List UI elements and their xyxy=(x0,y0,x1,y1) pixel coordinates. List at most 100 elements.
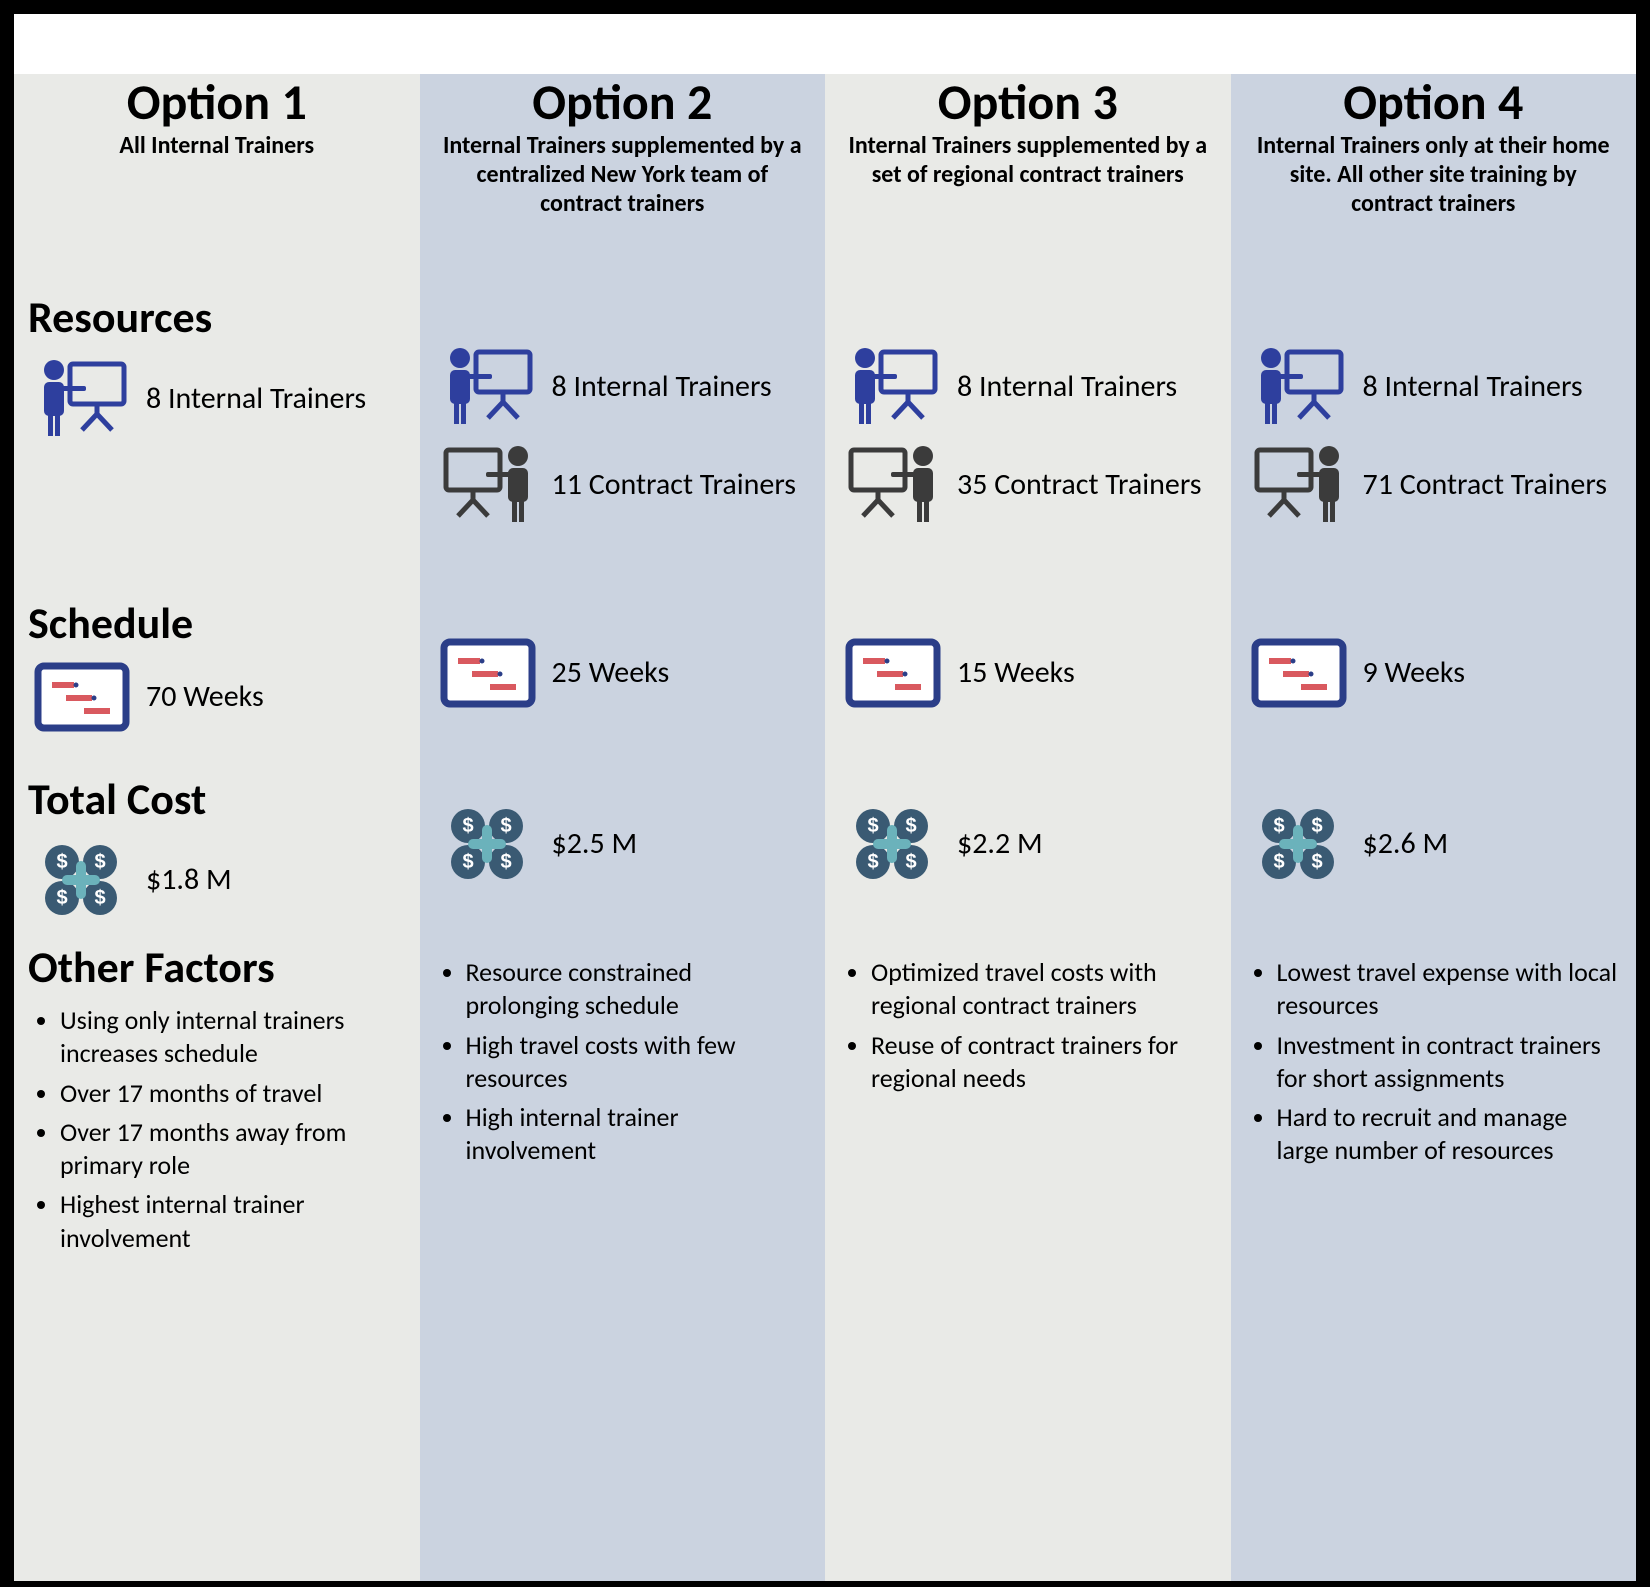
money-icon: $ $ $ $ xyxy=(1249,802,1349,886)
schedule-icon xyxy=(32,662,132,732)
factor-item: Over 17 months of travel xyxy=(60,1077,402,1110)
svg-text:$: $ xyxy=(500,815,511,837)
internal-trainer-icon xyxy=(32,356,132,442)
internal-trainer-icon xyxy=(1249,344,1349,430)
contract-trainers-row: 71 Contract Trainers xyxy=(1249,442,1619,528)
factor-item: Investment in contract trainers for shor… xyxy=(1277,1029,1619,1096)
section-label-otherfactors: Other Factors xyxy=(28,940,402,994)
factors-list: Resource constrained prolonging schedule… xyxy=(438,956,808,1174)
internal-trainers-value: 8 Internal Trainers xyxy=(957,370,1177,405)
schedule-value: 25 Weeks xyxy=(552,656,670,691)
factors-list: Optimized travel costs with regional con… xyxy=(843,956,1213,1101)
factor-item: Over 17 months away from primary role xyxy=(60,1116,402,1183)
section-label-totalcost: Total Cost xyxy=(28,772,402,826)
contract-trainer-icon xyxy=(438,442,538,528)
money-icon: $$ $$ xyxy=(32,838,132,922)
cost-value: $2.6 M xyxy=(1363,827,1449,862)
factor-item: High internal trainer involvement xyxy=(466,1101,808,1168)
resources-block: 8 Internal Trainers xyxy=(32,350,402,590)
option-column-1: Option 1 All Internal Trainers Resources… xyxy=(14,74,420,1581)
schedule-icon xyxy=(1249,638,1349,708)
section-label-resources: Resources xyxy=(28,290,402,344)
cost-value: $1.8 M xyxy=(146,863,232,898)
section-label-schedule: Schedule xyxy=(28,596,402,650)
factor-item: Lowest travel expense with local resourc… xyxy=(1277,956,1619,1023)
option-column-3: Option 3 Internal Trainers supplemented … xyxy=(825,74,1231,1581)
svg-text:$: $ xyxy=(905,815,916,837)
schedule-block: 9 Weeks xyxy=(1249,632,1619,742)
schedule-value: 15 Weeks xyxy=(957,656,1075,691)
factor-item: Hard to recruit and manage large number … xyxy=(1277,1101,1619,1168)
contract-trainers-value: 11 Contract Trainers xyxy=(552,468,797,503)
contract-trainers-row: 35 Contract Trainers xyxy=(843,442,1213,528)
schedule-value: 9 Weeks xyxy=(1363,656,1466,691)
schedule-block: 70 Weeks xyxy=(32,656,402,766)
schedule-icon xyxy=(843,638,943,708)
option-title: Option 4 xyxy=(1249,78,1619,128)
internal-trainers-value: 8 Internal Trainers xyxy=(146,382,366,417)
svg-text:$: $ xyxy=(1273,851,1284,873)
cost-block: $$ $$ $1.8 M xyxy=(32,832,402,934)
option-subtitle: All Internal Trainers xyxy=(32,132,402,272)
contract-trainers-row: 11 Contract Trainers xyxy=(438,442,808,528)
option-subtitle: Internal Trainers only at their home sit… xyxy=(1249,132,1619,272)
schedule-row: 15 Weeks xyxy=(843,638,1213,708)
internal-trainers-row: 8 Internal Trainers xyxy=(1249,344,1619,430)
internal-trainers-row: 8 Internal Trainers xyxy=(438,344,808,430)
schedule-row: 25 Weeks xyxy=(438,638,808,708)
schedule-icon xyxy=(438,638,538,708)
svg-text:$: $ xyxy=(56,887,67,909)
svg-text:$: $ xyxy=(500,851,511,873)
comparison-frame: Option 1 All Internal Trainers Resources… xyxy=(0,0,1650,1587)
cost-row: $$ $$ $1.8 M xyxy=(32,838,402,922)
svg-text:$: $ xyxy=(1273,815,1284,837)
svg-text:$: $ xyxy=(1311,815,1322,837)
internal-trainers-row: 8 Internal Trainers xyxy=(843,344,1213,430)
svg-text:$: $ xyxy=(1311,851,1322,873)
internal-trainers-row: 8 Internal Trainers xyxy=(32,356,402,442)
contract-trainers-value: 71 Contract Trainers xyxy=(1363,468,1608,503)
resources-block: 8 Internal Trainers 35 Contract Trainers xyxy=(843,338,1213,578)
svg-text:$: $ xyxy=(462,851,473,873)
svg-text:$: $ xyxy=(867,851,878,873)
option-subtitle: Internal Trainers supplemented by a cent… xyxy=(438,132,808,272)
cost-row: $ $ $ $ $2.6 M xyxy=(1249,802,1619,886)
internal-trainers-value: 8 Internal Trainers xyxy=(552,370,772,405)
option-title: Option 1 xyxy=(32,78,402,128)
money-icon: $ $ $ $ xyxy=(438,802,538,886)
internal-trainers-value: 8 Internal Trainers xyxy=(1363,370,1583,405)
option-title: Option 3 xyxy=(843,78,1213,128)
cost-value: $2.2 M xyxy=(957,827,1043,862)
cost-block: $ $ $ $ $2.5 M xyxy=(438,796,808,898)
svg-text:$: $ xyxy=(94,851,105,873)
option-column-2: Option 2 Internal Trainers supplemented … xyxy=(420,74,826,1581)
contract-trainer-icon xyxy=(1249,442,1349,528)
factor-item: Using only internal trainers increases s… xyxy=(60,1004,402,1071)
cost-row: $$ $$ $2.2 M xyxy=(843,802,1213,886)
cost-block: $$ $$ $2.2 M xyxy=(843,796,1213,898)
option-title: Option 2 xyxy=(438,78,808,128)
factor-item: Reuse of contract trainers for regional … xyxy=(871,1029,1213,1096)
svg-text:$: $ xyxy=(56,851,67,873)
svg-text:$: $ xyxy=(905,851,916,873)
schedule-value: 70 Weeks xyxy=(146,680,264,715)
schedule-row: 9 Weeks xyxy=(1249,638,1619,708)
option-subtitle: Internal Trainers supplemented by a set … xyxy=(843,132,1213,272)
internal-trainer-icon xyxy=(438,344,538,430)
cost-value: $2.5 M xyxy=(552,827,638,862)
internal-trainer-icon xyxy=(843,344,943,430)
factors-list: Using only internal trainers increases s… xyxy=(32,1004,402,1261)
svg-text:$: $ xyxy=(462,815,473,837)
option-column-4: Option 4 Internal Trainers only at their… xyxy=(1231,74,1637,1581)
factor-item: Optimized travel costs with regional con… xyxy=(871,956,1213,1023)
schedule-block: 15 Weeks xyxy=(843,632,1213,742)
cost-block: $ $ $ $ $2.6 M xyxy=(1249,796,1619,898)
contract-trainers-value: 35 Contract Trainers xyxy=(957,468,1202,503)
factor-item: Resource constrained prolonging schedule xyxy=(466,956,808,1023)
contract-trainer-icon xyxy=(843,442,943,528)
resources-block: 8 Internal Trainers 11 Contract Trainers xyxy=(438,338,808,578)
cost-row: $ $ $ $ $2.5 M xyxy=(438,802,808,886)
schedule-row: 70 Weeks xyxy=(32,662,402,732)
money-icon: $$ $$ xyxy=(843,802,943,886)
resources-block: 8 Internal Trainers 71 Contract Trainers xyxy=(1249,338,1619,578)
